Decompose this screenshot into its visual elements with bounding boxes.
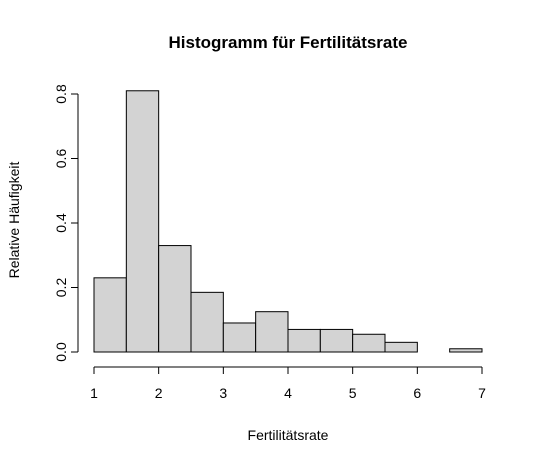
- chart-title: Histogramm für Fertilitätsrate: [169, 33, 408, 52]
- histogram-bar: [287, 328, 321, 353]
- y-tick-label: 0.0: [53, 342, 69, 362]
- x-axis: 1 2 3 4 5 6 7: [90, 366, 486, 401]
- x-tick-label: 7: [478, 385, 486, 401]
- histogram-bar: [255, 311, 289, 353]
- histogram-bar: [222, 322, 257, 353]
- x-tick-label: 4: [284, 385, 292, 401]
- x-tick-label: 3: [219, 385, 227, 401]
- histogram-bar: [125, 90, 160, 353]
- y-tick-label: 0.8: [53, 84, 69, 104]
- histogram-bar: [319, 328, 354, 353]
- histogram-bar: [449, 348, 483, 353]
- histogram-bar: [384, 341, 418, 353]
- histogram-bar: [352, 333, 386, 353]
- y-tick-label: 0.6: [53, 149, 69, 169]
- histogram-bar: [190, 291, 224, 353]
- y-tick-label: 0.4: [53, 213, 69, 233]
- y-axis-label: Relative Häufigkeit: [6, 162, 22, 279]
- bars-group: [93, 90, 483, 353]
- x-axis-label: Fertilitätsrate: [248, 427, 329, 443]
- histogram-bar: [158, 245, 192, 353]
- x-tick-label: 2: [155, 385, 163, 401]
- histogram-bar: [93, 277, 127, 353]
- x-tick-label: 6: [413, 385, 421, 401]
- x-tick-label: 5: [349, 385, 357, 401]
- x-tick-label: 1: [90, 385, 98, 401]
- y-tick-label: 0.2: [53, 278, 69, 298]
- y-axis: 0.0 0.2 0.4 0.6 0.8: [53, 84, 79, 362]
